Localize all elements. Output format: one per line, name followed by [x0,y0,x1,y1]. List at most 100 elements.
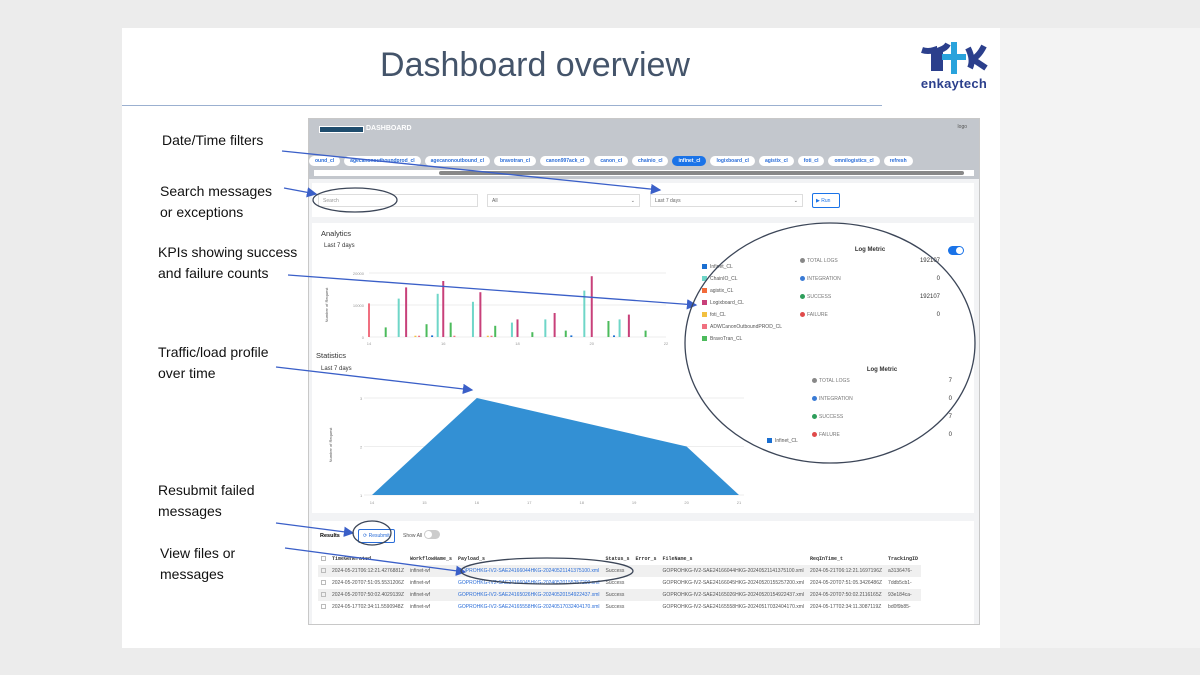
table-row[interactable]: 2024-05-17T02:34:11.5590948Z infinet-wf GO… [318,601,921,613]
select-all-checkbox[interactable] [318,553,329,565]
workspace-chips: ound_cl agecanonoutboundprod_cl agecanonou… [309,156,917,166]
metric-row-failure: FAILURE 0 [812,432,952,450]
table-row[interactable]: 2024-05-20T07:50:02.4029139Z infinet-wf GO… [318,589,922,601]
analytics-subtitle: Last 7 days [324,243,355,249]
x-tick-label: 14 [370,500,375,505]
metric-row-success: SUCCESS 192107 [800,294,940,312]
payload-link[interactable]: GOPROHKG-IV2-SAE24166045HKG-202405201552… [458,580,600,586]
bar [486,335,489,337]
chip-canon997ack-cl[interactable]: canon997ack_cl [539,156,591,166]
chip-foti-cl[interactable]: foti_cl [797,156,825,166]
bar [368,303,370,337]
legend-label: foti_CL [710,312,726,318]
slide-margin [1000,28,1200,648]
legend-label: agistix_CL [710,288,734,294]
run-button[interactable]: ▶ Run [812,193,840,208]
status-select[interactable]: All ⌄ [487,194,640,207]
date-range-select[interactable]: Last 7 days ⌄ [650,194,803,207]
table-row[interactable]: 2024-05-21T06:12:21.4276881Z infinet-wf GO… [318,565,922,577]
table-cell: GOPROHKG-IV2-SAE24165026HKG-202405201549… [455,589,603,601]
table-cell: infinet-wf [410,580,431,586]
integration-icon [812,396,817,402]
chip-chainio-cl[interactable]: chainio_cl [632,156,669,166]
annotation-date-filters: Date/Time filters [162,130,263,151]
table-cell: 2024-05-21T06:12:21.1697196Z [807,565,886,577]
resubmit-button[interactable]: ⟳ Resubmit [358,529,395,543]
header-title: DASHBOARD [366,125,412,132]
show-all-toggle[interactable] [424,530,440,539]
column-header[interactable]: Error_s [635,556,657,562]
statistics-subtitle: Last 7 days [321,366,352,372]
chip-logixboard-cl[interactable]: logixboard_cl [710,156,755,166]
annotation-search: Search messages or exceptions [160,181,272,223]
header-logo-image: logo [957,124,967,130]
legend-swatch [767,438,772,444]
table-cell: infinet-wf [410,604,431,610]
analytics-legend: Infinet_CL ChainIO_CL agistix_CL Logixboard… [702,261,782,345]
results-table: TimeGenerated WorkflowName_s Payload_s Stat… [318,553,922,613]
metric-row-failure: FAILURE 0 [800,312,940,330]
column-header[interactable]: TrackingID [888,556,919,562]
chip-agecanonoutboundprod-cl[interactable]: agecanonoutboundprod_cl [344,156,421,166]
legend-swatch [702,336,707,342]
show-all-label: Show All [403,533,423,539]
column-header[interactable]: WorkflowName_s [410,556,453,562]
scrollbar-thumb[interactable] [439,171,964,175]
metric-value: 7 [948,378,952,384]
search-input[interactable]: Search [318,194,478,207]
metric-label: SUCCESS [819,414,844,420]
x-tick-label: 18 [579,500,584,505]
annotation-resubmit: Resubmit failed messages [158,480,255,522]
chip-bravotran-cl[interactable]: bravotran_cl [493,156,536,166]
x-tick-label: 15 [422,500,427,505]
chip-ound-cl[interactable]: ound_cl [309,156,341,166]
payload-link[interactable]: GOPROHKG-IV2-SAE24165558HKG-202405170324… [458,604,600,610]
bar [449,322,452,337]
column-header[interactable]: TimeGenerated [332,556,372,562]
bar [431,335,434,337]
legend-label: Logixboard_CL [710,300,744,306]
bar [553,313,556,337]
metric-value: 0 [948,396,952,402]
metric-label: TOTAL LOGS [819,378,850,384]
chip-omnilogistics-cl[interactable]: omnilogistics_cl [828,156,880,166]
column-header[interactable]: ReqInTime_t [810,556,844,562]
column-header[interactable]: FileName_s [662,556,693,562]
y-tick-label: 2 [360,445,363,450]
row-checkbox[interactable] [318,601,329,613]
analytics-toggle[interactable] [948,246,964,255]
bar [442,281,445,337]
column-header[interactable]: Payload_s [458,556,486,562]
bar [414,335,417,337]
chip-agistix-cl[interactable]: agistix_cl [758,156,794,166]
row-checkbox[interactable] [318,589,329,601]
chip-refresh[interactable]: refresh [883,156,913,166]
legend-item: Infinet_CL [702,261,782,273]
metric-value: 192107 [919,294,940,300]
x-tick-label: 22 [664,341,669,346]
annotation-kpis: KPIs showing success and failure counts [158,242,297,284]
y-tick-label: 3 [360,396,363,401]
chip-canon-cl[interactable]: canon_cl [594,156,629,166]
chip-infinet-cl[interactable]: infinet_cl [672,156,707,166]
annotation-line: or exceptions [160,204,244,220]
log-metric-title: Log Metric [866,367,898,373]
table-cell: 2024-05-20T07:51:05.3426486Z [810,580,883,586]
payload-link[interactable]: GOPROHKG-IV2-SAE24166044HKG-202405211413… [458,568,600,574]
table-cell: 2024-05-20T07:50:02.4029139Z [329,589,408,601]
metric-row-integration: INTEGRATION 0 [800,276,940,294]
metric-label: FAILURE [819,432,840,438]
row-checkbox[interactable] [318,565,329,577]
area-series-infinet [372,398,739,495]
y-axis-label: Number of Request [328,427,333,463]
payload-link[interactable]: GOPROHKG-IV2-SAE24165026HKG-202405201549… [458,592,600,598]
row-checkbox[interactable] [318,577,329,589]
table-cell: Success [602,565,633,577]
column-header[interactable]: Status_s [605,556,630,562]
table-cell: 2024-05-20T07:50:02.2116165Z [807,589,886,601]
chips-scrollbar[interactable] [314,170,974,176]
chip-agecanonoutbound-cl[interactable]: agecanonoutbound_cl [424,156,490,166]
metric-label: FAILURE [807,312,828,318]
metric-value: 0 [948,432,952,438]
table-row[interactable]: 2024-05-20T07:51:05.5531206Z infinet-wf GO… [318,577,921,589]
